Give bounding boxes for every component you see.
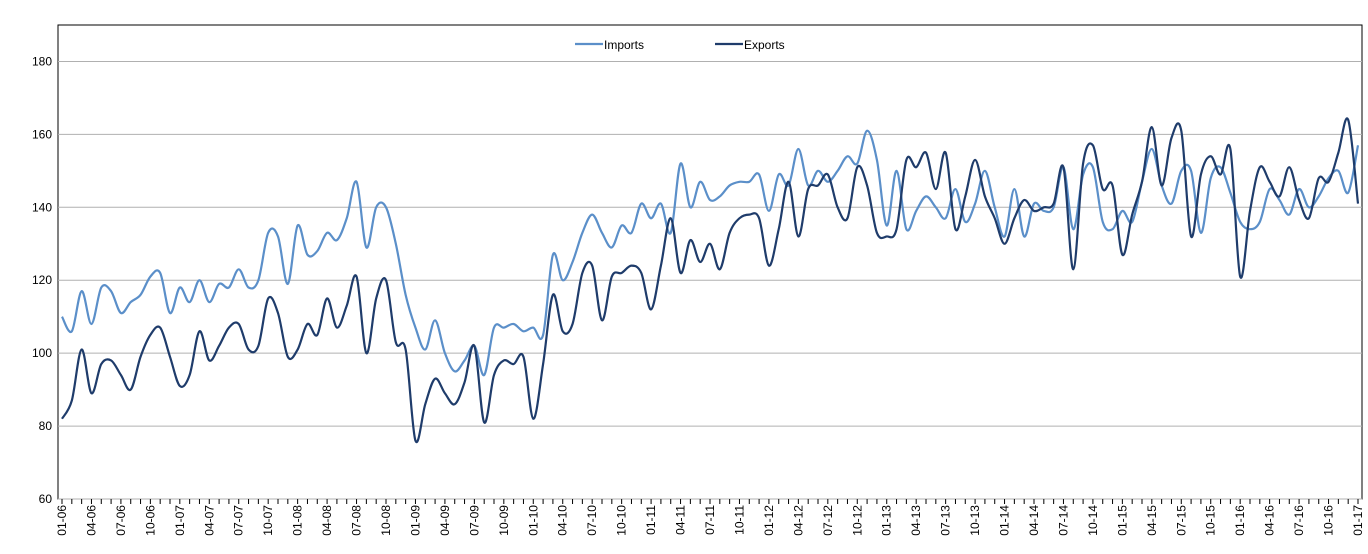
x-tick-label: 01-17 — [1351, 505, 1365, 536]
y-tick-label: 120 — [32, 273, 52, 287]
x-tick-label: 07-06 — [114, 505, 128, 536]
x-tick-label: 04-12 — [791, 505, 805, 536]
x-tick-label: 07-16 — [1292, 505, 1306, 536]
x-tick-label: 01-07 — [173, 505, 187, 536]
x-tick-label: 10-08 — [379, 505, 393, 536]
x-tick-label: 01-13 — [880, 505, 894, 536]
x-tick-label: 01-06 — [55, 505, 69, 536]
x-tick-label: 07-08 — [350, 505, 364, 536]
x-tick-label: 07-13 — [939, 505, 953, 536]
x-tick-label: 07-14 — [1056, 505, 1070, 536]
x-tick-label: 10-12 — [850, 505, 864, 536]
x-tick-label: 07-15 — [1174, 505, 1188, 536]
legend-label: Imports — [604, 38, 644, 52]
x-tick-label: 04-06 — [84, 505, 98, 536]
x-tick-label: 01-14 — [998, 505, 1012, 536]
x-tick-label: 10-13 — [968, 505, 982, 536]
x-tick-label: 07-09 — [467, 505, 481, 536]
x-tick-label: 10-14 — [1086, 505, 1100, 536]
series-line — [61, 129, 1360, 377]
legend-label: Exports — [744, 38, 785, 52]
x-tick-label: 01-16 — [1233, 505, 1247, 536]
y-tick-label: 180 — [32, 54, 52, 68]
x-tick-label: 10-11 — [732, 505, 746, 535]
y-tick-label: 80 — [39, 419, 53, 433]
x-tick-label: 01-08 — [291, 505, 305, 536]
x-tick-label: 10-09 — [497, 505, 511, 536]
x-tick-label: 10-15 — [1204, 505, 1218, 536]
x-tick-label: 01-15 — [1115, 505, 1129, 536]
x-tick-label: 10-10 — [615, 505, 629, 536]
x-tick-label: 07-10 — [585, 505, 599, 536]
series-line — [61, 117, 1360, 444]
y-tick-label: 160 — [32, 127, 52, 141]
x-tick-label: 04-08 — [320, 505, 334, 536]
x-tick-label: 10-06 — [143, 505, 157, 536]
x-tick-label: 01-09 — [408, 505, 422, 536]
plot-border — [57, 24, 1363, 500]
x-tick-label: 04-15 — [1145, 505, 1159, 536]
y-tick-label: 100 — [32, 346, 52, 360]
x-tick-label: 10-16 — [1322, 505, 1336, 536]
x-tick-label: 04-16 — [1263, 505, 1277, 536]
x-tick-label: 04-07 — [202, 505, 216, 536]
x-tick-label: 01-11 — [644, 505, 658, 535]
x-tick-label: 10-07 — [261, 505, 275, 536]
x-tick-label: 07-12 — [821, 505, 835, 536]
y-tick-label: 60 — [39, 492, 53, 506]
y-tick-label: 140 — [32, 200, 52, 214]
x-tick-label: 01-12 — [762, 505, 776, 536]
x-tick-label: 04-10 — [556, 505, 570, 536]
x-tick-label: 04-14 — [1027, 505, 1041, 536]
x-tick-label: 07-07 — [232, 505, 246, 536]
x-tick-label: 04-11 — [674, 505, 688, 535]
x-tick-label: 07-11 — [703, 505, 717, 535]
x-tick-label: 01-10 — [526, 505, 540, 536]
x-tick-label: 04-09 — [438, 505, 452, 536]
x-tick-label: 04-13 — [909, 505, 923, 536]
